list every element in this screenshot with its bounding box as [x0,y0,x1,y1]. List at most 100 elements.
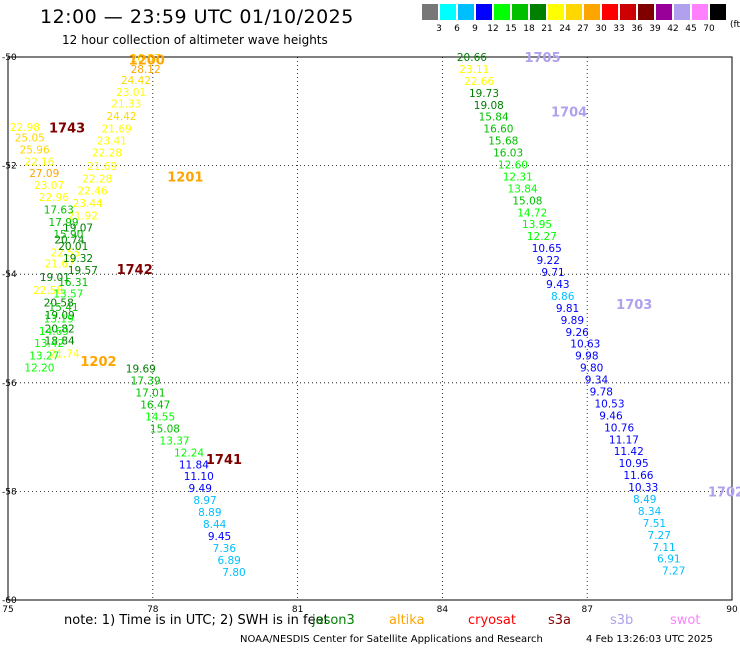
scale-label: 45 [685,24,697,34]
data-label: 17.99 [49,217,79,229]
scale-label: 3 [436,24,442,34]
data-label: 21.67 [45,258,75,270]
scale-swatch [602,4,618,20]
data-label: 20.74 [54,234,84,246]
data-label: 21.74 [50,348,80,360]
data-label: 8.86 [551,291,575,303]
time-label: 1201 [167,170,203,185]
time-label: 1705 [524,51,560,66]
scale-swatch [458,4,474,20]
data-label: 23.01 [116,87,146,99]
scale-swatch [512,4,528,20]
scale-label: 30 [595,24,607,34]
data-label: 12.31 [503,171,533,183]
data-label: 7.80 [222,567,245,579]
scale-swatch [674,4,690,20]
note-text: note: 1) Time is in UTC; 2) SWH is in fe… [64,613,329,628]
data-label: 9.26 [565,327,589,339]
scale-label: 18 [523,24,535,34]
data-label: 20.82 [45,324,75,336]
satellite-legend-item: cryosat [468,613,516,628]
x-tick-label: 75 [2,605,13,615]
data-label: 10.95 [619,458,649,470]
data-label: 9.78 [590,386,613,398]
data-label: 9.43 [546,279,569,291]
scale-swatch [476,4,492,20]
data-label: 8.49 [633,494,656,506]
time-label: 1703 [616,298,652,313]
scale-swatch [422,4,438,20]
data-label: 25.96 [20,144,50,156]
data-label: 23.41 [97,136,127,148]
data-label: 22.58 [33,285,63,297]
data-label: 15.90 [53,229,83,241]
satellite-legend-item: altika [389,613,425,628]
data-label: 13.27 [29,351,59,363]
data-label: 22.96 [39,192,69,204]
scale-swatch [692,4,708,20]
data-label: 21.69 [102,124,132,136]
data-label: 13.57 [53,289,83,301]
data-label: 14.72 [517,207,547,219]
x-tick-label: 81 [292,605,303,615]
data-label: 19.08 [474,100,504,112]
data-label: 14.55 [145,411,175,423]
data-label: 15.84 [479,112,509,124]
x-tick-label: 78 [147,605,159,615]
y-tick-label: -56 [2,379,17,389]
data-label: 8.34 [638,506,662,518]
y-tick-label: -58 [2,487,17,497]
data-label: 7.51 [643,518,666,530]
data-label: 8.44 [203,519,227,531]
scale-swatch [656,4,672,20]
scale-swatch [530,4,546,20]
data-label: 12.27 [527,231,557,243]
scale-label: 33 [613,24,625,34]
data-label: 19.73 [469,88,499,100]
x-tick-label: 84 [437,605,449,615]
data-label: 10.53 [594,398,624,410]
plot-frame [7,56,733,601]
data-label: 15.08 [512,195,542,207]
time-label: 1200 [129,54,165,69]
page-subtitle: 12 hour collection of altimeter wave hei… [62,33,328,47]
data-label: 13.37 [160,435,190,447]
scale-label: 36 [631,24,643,34]
data-label: 16.31 [58,277,88,289]
data-label: 19.69 [126,364,156,376]
y-tick-label: -52 [2,162,17,172]
data-label: 23.11 [459,64,489,76]
data-label: 22.46 [78,186,108,198]
scale-label: 70 [703,24,715,34]
data-label: 12.20 [24,363,54,375]
data-label: 22.98 [10,122,40,134]
data-label: 25.05 [15,132,45,144]
data-label: 9.81 [556,303,579,315]
data-label: 6.89 [217,555,240,567]
data-label: 11.42 [614,446,644,458]
data-label: 17.01 [135,388,165,400]
time-label: 1202 [80,355,116,370]
time-label: 1702 [708,485,740,500]
data-label: 22.16 [24,156,54,168]
data-label: 11.10 [184,471,214,483]
data-label: 13.84 [508,183,538,195]
data-label: 23.44 [73,198,103,210]
data-label: 7.11 [652,542,675,554]
data-label: 17.39 [131,376,161,388]
scale-label: 6 [454,24,460,34]
data-label: 11.17 [609,434,639,446]
data-label: 13.42 [34,338,64,350]
data-label: 16.03 [493,148,523,160]
data-label: 22.28 [92,148,122,160]
scale-label: 12 [487,24,499,34]
data-label: 7.36 [213,543,237,555]
scale-label: 15 [505,24,517,34]
data-label: 10.63 [570,339,600,351]
data-label: 22.28 [82,174,112,186]
data-label: 19.07 [63,223,93,235]
data-label: 9.98 [575,351,598,363]
scale-label: 9 [472,24,478,34]
data-label: 9.22 [537,255,560,267]
